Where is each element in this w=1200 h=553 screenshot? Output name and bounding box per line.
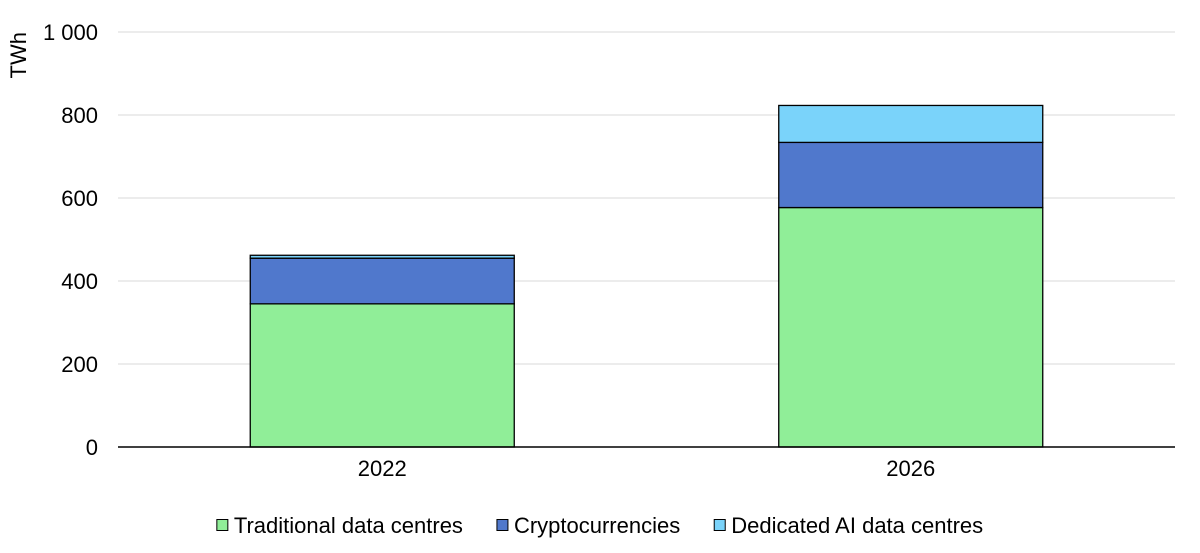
bars [249, 104, 1044, 448]
axes: 0 200 400 600 800 1 000 TWh 2022 2026 [6, 20, 1175, 481]
bar-segment-2022-series-2 [249, 254, 515, 259]
bar-segment-2026-series-1 [778, 141, 1044, 209]
legend-label-1: Cryptocurrencies [514, 513, 680, 538]
y-tick-label-0: 0 [86, 435, 98, 460]
y-tick-label-1000: 1 000 [43, 20, 98, 45]
legend-swatch-2 [713, 519, 726, 531]
x-tick-label-2022: 2022 [358, 456, 407, 481]
y-tick-label-400: 400 [61, 269, 98, 294]
y-tick-label-200: 200 [61, 352, 98, 377]
bar-segment-2026-series-0 [778, 206, 1044, 448]
legend-label-2: Dedicated AI data centres [731, 513, 983, 538]
y-tick-label-800: 800 [61, 103, 98, 128]
bar-segment-2022-series-0 [249, 303, 515, 448]
legend-label-0: Traditional data centres [234, 513, 463, 538]
y-axis-title: TWh [6, 32, 31, 78]
legend: Traditional data centres Cryptocurrencies… [216, 513, 983, 538]
legend-swatch-0 [216, 519, 229, 531]
bar-segment-2026-series-2 [778, 104, 1044, 144]
y-tick-label-600: 600 [61, 186, 98, 211]
legend-swatch-1 [496, 519, 509, 531]
x-tick-label-2026: 2026 [886, 456, 935, 481]
bar-segment-2022-series-1 [249, 257, 515, 305]
